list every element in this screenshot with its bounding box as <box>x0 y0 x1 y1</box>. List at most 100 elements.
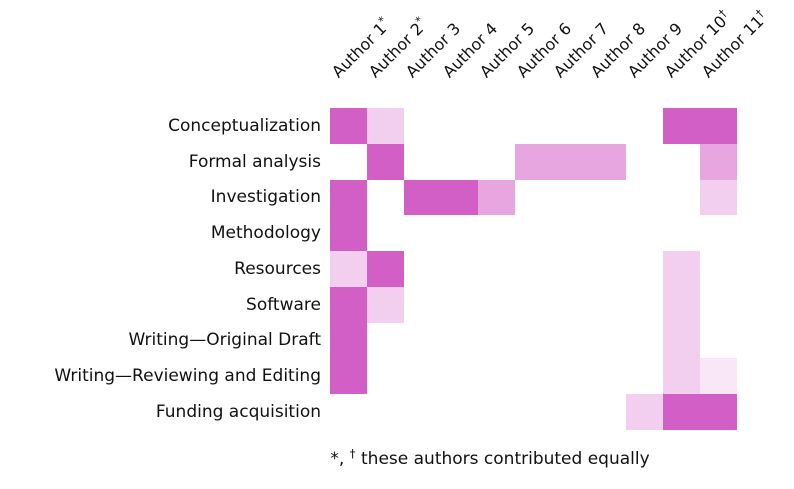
heatmap-cell <box>663 322 700 359</box>
heatmap-cell <box>478 108 515 144</box>
heatmap-cell <box>478 251 515 287</box>
heatmap-cell <box>552 143 589 180</box>
footnote-star-marker: *, <box>330 449 350 469</box>
heatmap-cell <box>367 286 404 323</box>
row-label: Resources <box>234 258 321 279</box>
heatmap-cell <box>441 251 478 287</box>
heatmap-cell <box>515 394 552 430</box>
heatmap-cell <box>626 143 663 180</box>
heatmap-cell <box>552 251 589 287</box>
heatmap-cell <box>626 358 663 395</box>
footnote-text: these authors contributed equally <box>361 449 650 469</box>
row-label: Writing—Reviewing and Editing <box>54 366 321 387</box>
heatmap-cell <box>441 143 478 180</box>
row-label: Writing—Original Draft <box>128 330 322 351</box>
heatmap-cell <box>589 394 626 430</box>
row-label: Formal analysis <box>188 151 321 172</box>
heatmap-cell <box>404 394 441 430</box>
heatmap-cell <box>330 358 367 395</box>
heatmap-cell <box>700 215 737 252</box>
heatmap-cell <box>404 179 441 216</box>
row-label: Funding acquisition <box>155 402 321 422</box>
heatmap-cell <box>515 358 552 395</box>
heatmap-cell <box>330 322 367 359</box>
heatmap-cell <box>330 394 367 430</box>
heatmap-cell <box>404 286 441 323</box>
heatmap-cell <box>404 251 441 287</box>
heatmap-cell <box>626 286 663 323</box>
heatmap-cell <box>663 394 700 430</box>
heatmap-cell <box>663 179 700 216</box>
heatmap-cell <box>367 358 404 395</box>
heatmap-cell <box>626 251 663 287</box>
heatmap-cell <box>700 179 737 216</box>
footnote: *, † these authors contributed equally <box>290 446 690 469</box>
heatmap-cell <box>330 215 367 252</box>
heatmap-cell <box>404 358 441 395</box>
heatmap-cell <box>441 322 478 359</box>
heatmap-cell <box>700 358 737 395</box>
heatmap-cell <box>663 251 700 287</box>
heatmap-cell <box>478 286 515 323</box>
heatmap-cell <box>404 143 441 180</box>
heatmap-cell <box>330 286 367 323</box>
heatmap-cell <box>589 143 626 180</box>
heatmap-cell <box>404 215 441 252</box>
heatmap-cell <box>441 358 478 395</box>
heatmap-cell <box>626 179 663 216</box>
heatmap-cell <box>441 108 478 144</box>
heatmap-cell <box>589 322 626 359</box>
heatmap-cell <box>589 286 626 323</box>
heatmap-cell <box>700 322 737 359</box>
heatmap-cell <box>663 358 700 395</box>
heatmap-cell <box>700 143 737 180</box>
heatmap-cell <box>478 394 515 430</box>
heatmap-cell <box>441 179 478 216</box>
heatmap-cell <box>663 215 700 252</box>
heatmap-cell <box>515 108 552 144</box>
heatmap-cell <box>626 394 663 430</box>
heatmap-cell <box>589 179 626 216</box>
heatmap-cell <box>552 358 589 395</box>
heatmap-cell <box>367 215 404 252</box>
heatmap-cell <box>552 286 589 323</box>
heatmap-cell <box>515 179 552 216</box>
heatmap-cell <box>478 179 515 216</box>
heatmap-cell <box>552 215 589 252</box>
heatmap-cell <box>552 179 589 216</box>
row-label: Investigation <box>210 187 321 208</box>
heatmap-cell <box>330 108 367 144</box>
heatmap-cell <box>515 143 552 180</box>
heatmap-cell <box>367 108 404 144</box>
heatmap-cell <box>478 143 515 180</box>
heatmap-cell <box>663 286 700 323</box>
heatmap-grid <box>330 108 737 430</box>
heatmap-cell <box>626 322 663 359</box>
heatmap-cell <box>700 251 737 287</box>
heatmap-cell <box>404 108 441 144</box>
footnote-dagger-marker: † <box>349 446 356 461</box>
heatmap-cell <box>515 215 552 252</box>
heatmap-cell <box>478 322 515 359</box>
heatmap-cell <box>700 286 737 323</box>
heatmap-cell <box>626 215 663 252</box>
heatmap-cell <box>330 179 367 216</box>
heatmap-cell <box>330 143 367 180</box>
heatmap-cell <box>700 108 737 144</box>
heatmap-cell <box>367 179 404 216</box>
heatmap-cell <box>441 286 478 323</box>
heatmap-row-labels: Conceptualization Formal analysis Investig… <box>0 108 321 430</box>
row-label: Conceptualization <box>168 115 321 136</box>
heatmap-cell <box>367 322 404 359</box>
heatmap-cell <box>552 108 589 144</box>
heatmap-cell <box>478 215 515 252</box>
heatmap-cell <box>478 358 515 395</box>
heatmap-cell <box>552 394 589 430</box>
row-label: Methodology <box>210 223 321 244</box>
heatmap-cell <box>404 322 441 359</box>
heatmap-cell <box>441 394 478 430</box>
heatmap-cell <box>589 108 626 144</box>
heatmap-cell <box>367 143 404 180</box>
heatmap-cell <box>589 215 626 252</box>
